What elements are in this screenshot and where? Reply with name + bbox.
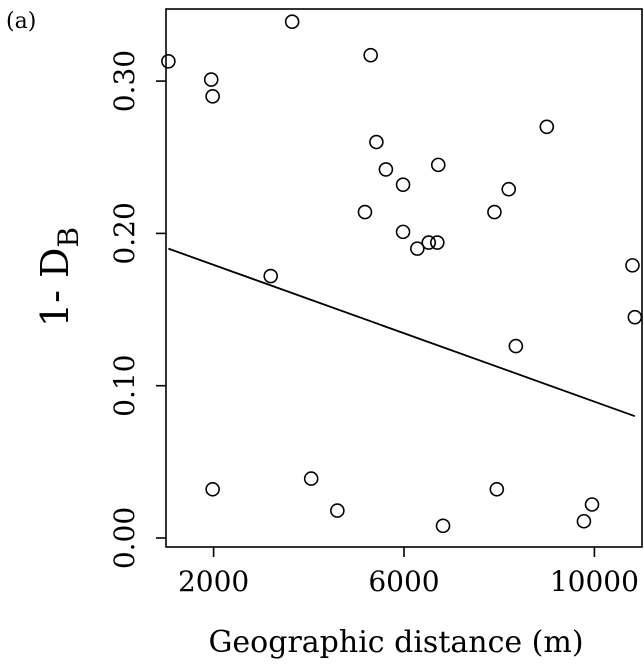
data-point xyxy=(625,258,640,273)
data-point xyxy=(627,309,643,325)
trend-line xyxy=(168,247,636,418)
data-point xyxy=(410,241,425,256)
data-point xyxy=(489,481,505,497)
y-tick-label: 0.10 xyxy=(108,355,141,417)
data-point xyxy=(263,268,279,284)
data-point xyxy=(303,471,319,486)
y-tick-label: 0.30 xyxy=(108,50,141,112)
data-point xyxy=(395,177,411,192)
x-axis-title: Geographic distance (m) xyxy=(208,625,583,660)
plot-frame xyxy=(165,8,643,548)
panel-label: (a) xyxy=(6,9,36,34)
data-point xyxy=(487,204,502,220)
data-point xyxy=(284,14,300,30)
y-tick-label: 0.00 xyxy=(108,507,141,569)
data-point xyxy=(539,119,555,135)
x-tick-label: 10000 xyxy=(550,565,639,598)
data-point xyxy=(584,497,600,512)
data-point xyxy=(161,54,176,69)
y-axis-title: 1- DB xyxy=(33,227,85,327)
data-point xyxy=(205,481,220,497)
data-point xyxy=(508,338,524,354)
x-axis: 2000 6000 10000 xyxy=(178,547,639,598)
data-point xyxy=(395,224,411,240)
data-point xyxy=(203,72,219,87)
data-point xyxy=(421,235,437,250)
scatter-points xyxy=(161,14,643,534)
y-tick-label: 0.20 xyxy=(108,202,141,264)
data-point xyxy=(369,134,384,150)
y-axis-title-main: 1- D xyxy=(33,248,77,328)
data-point xyxy=(205,89,220,104)
data-point xyxy=(435,518,451,534)
data-point xyxy=(501,181,517,197)
data-point xyxy=(430,157,446,173)
trend-line-group xyxy=(168,247,636,418)
data-point xyxy=(363,47,378,63)
x-tick-label: 6000 xyxy=(368,565,439,598)
data-point xyxy=(430,235,445,250)
data-point xyxy=(357,204,373,220)
data-point xyxy=(330,503,345,518)
y-axis: 0.00 0.10 0.20 0.30 xyxy=(108,50,166,569)
data-point xyxy=(576,513,592,529)
x-tick-label: 2000 xyxy=(178,565,249,598)
y-axis-title-subscript: B xyxy=(52,227,85,248)
data-point xyxy=(378,162,394,177)
